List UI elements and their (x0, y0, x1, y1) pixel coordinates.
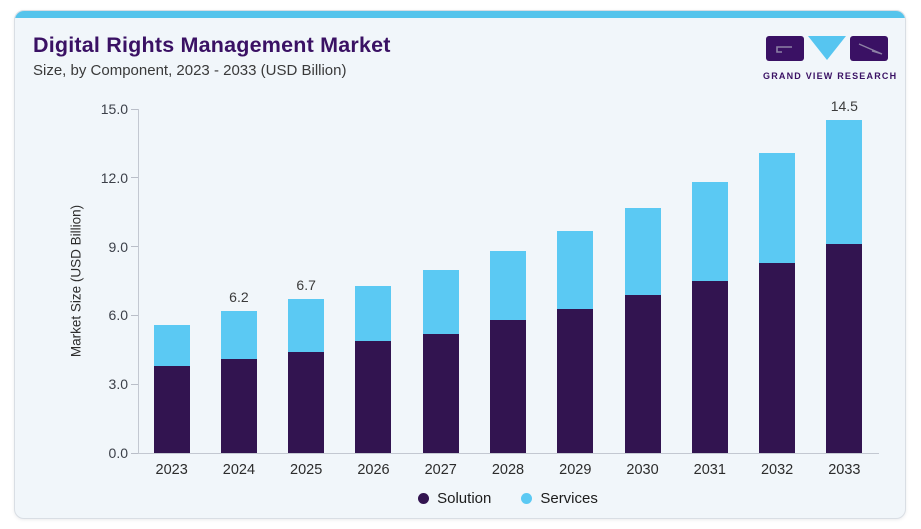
x-tick-label: 2027 (424, 462, 457, 478)
x-tick-label: 2029 (559, 462, 592, 478)
legend-item-services: Services (521, 490, 598, 507)
bar-segment-services (691, 182, 728, 281)
y-tick-mark (131, 108, 138, 110)
stacked-bar (624, 207, 661, 453)
stacked-bar (288, 299, 325, 453)
logo-text: GRAND VIEW RESEARCH (763, 71, 898, 81)
grand-view-research-logo: GRAND VIEW RESEARCH (763, 35, 898, 81)
solution-legend-dot-icon (418, 493, 430, 504)
y-axis-line (138, 109, 139, 453)
bar-segment-solution (557, 308, 594, 453)
chart-subtitle: Size, by Component, 2023 - 2033 (USD Bil… (33, 62, 347, 79)
x-tick-label: 2025 (290, 462, 323, 478)
bar-segment-solution (691, 281, 728, 453)
bar-total-label: 6.2 (229, 288, 249, 305)
x-tick-label: 2023 (155, 462, 188, 478)
bar-2031 (676, 109, 743, 453)
stacked-bar (422, 269, 459, 453)
bar-2023 (138, 109, 205, 453)
bar-segment-services (355, 285, 392, 341)
bar-segment-services (489, 251, 526, 320)
chart-plot: Market Size (USD Billion) 0.0 3.0 6.0 9.0 12… (69, 98, 879, 478)
legend-label-solution: Solution (437, 490, 492, 507)
services-legend-dot-icon (521, 493, 533, 504)
bar-segment-services (557, 230, 594, 309)
bar-segment-services (826, 120, 863, 245)
stacked-bar (153, 324, 190, 453)
bar-2029 (542, 109, 609, 453)
bar-segment-solution (826, 244, 863, 453)
report-chart-card: Digital Rights Management Market Size, b… (14, 10, 906, 519)
y-tick-label: 9.0 (108, 238, 128, 255)
bar-segment-solution (153, 365, 190, 453)
x-tick-label: 2033 (828, 462, 861, 478)
bar-segment-services (220, 310, 257, 359)
x-tick-label: 2028 (491, 462, 525, 478)
gvr-logo-icon (766, 36, 888, 61)
stacked-bar (826, 120, 863, 453)
x-tick-label: 2026 (357, 462, 390, 478)
chart-legend: Solution Services (138, 490, 878, 507)
y-axis-title: Market Size (USD Billion) (68, 204, 84, 358)
bar-segment-services (153, 324, 190, 366)
legend-label-services: Services (540, 490, 598, 507)
chart-title: Digital Rights Management Market (33, 33, 391, 57)
bar-2026 (340, 109, 407, 453)
x-axis-line (138, 453, 879, 454)
stacked-bar (691, 182, 728, 453)
stacked-bar (220, 310, 257, 453)
y-tick-label: 12.0 (100, 169, 128, 186)
y-tick-label: 3.0 (108, 376, 128, 393)
chart-header: Digital Rights Management Market Size, b… (33, 33, 391, 79)
stacked-bar (557, 230, 594, 453)
bar-segment-solution (759, 262, 796, 453)
bar-segment-services (422, 269, 459, 334)
bar-segment-services (624, 207, 661, 295)
x-tick-label: 2032 (760, 462, 794, 478)
y-tick-mark (131, 177, 138, 179)
stacked-bar (759, 152, 796, 453)
y-tick-label: 15.0 (100, 101, 128, 117)
bar-segment-services (759, 152, 796, 263)
y-tick-label: 0.0 (108, 445, 128, 461)
bar-2027 (407, 109, 474, 453)
bar-total-label: 6.7 (296, 277, 316, 294)
x-tick-label: 2030 (626, 462, 659, 478)
bar-2028 (474, 109, 541, 453)
bar-total-label: 14.5 (830, 98, 858, 115)
y-tick-mark (131, 383, 138, 385)
stacked-bar (489, 251, 526, 453)
legend-item-solution: Solution (418, 490, 491, 507)
y-tick-label: 6.0 (108, 307, 128, 324)
bar-segment-solution (489, 319, 526, 453)
bar-segment-solution (422, 333, 459, 453)
bar-segment-services (288, 299, 325, 353)
y-tick-mark (131, 452, 138, 454)
bar-2024: 6.2 (205, 109, 272, 453)
card-accent-bar (15, 11, 905, 18)
stacked-bar (355, 285, 392, 453)
bar-2032 (743, 109, 810, 453)
bar-2033: 14.5 (811, 98, 878, 453)
bar-segment-solution (220, 358, 257, 453)
bar-segment-solution (288, 352, 325, 453)
x-tick-label: 2024 (222, 462, 256, 478)
bar-2030 (609, 109, 676, 453)
y-tick-mark (131, 246, 138, 248)
y-tick-mark (131, 314, 138, 316)
x-tick-label: 2031 (693, 462, 726, 478)
bar-segment-solution (624, 294, 661, 453)
bar-2025: 6.7 (273, 109, 340, 453)
bar-segment-solution (355, 340, 392, 453)
